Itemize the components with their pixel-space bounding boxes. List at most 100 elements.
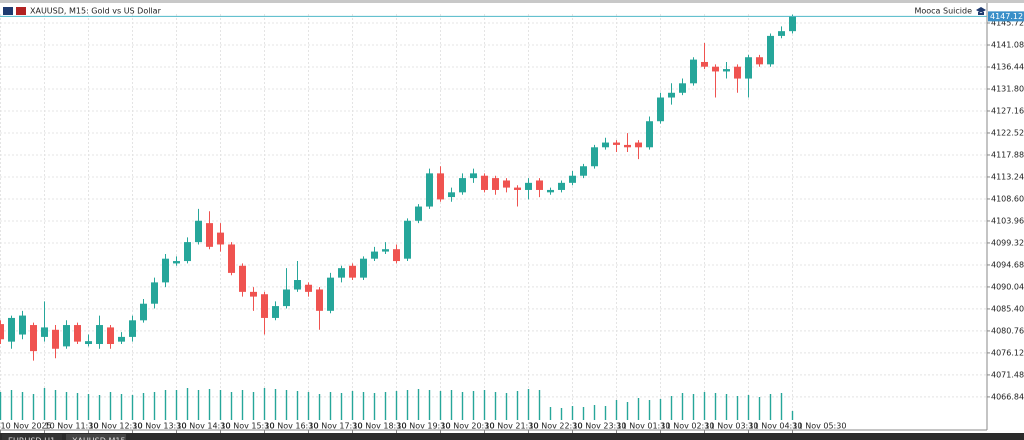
candle-body [239,265,246,292]
candle-body [96,325,103,345]
candle-body [415,206,422,221]
candle-body [668,92,675,98]
candle-body [393,249,400,262]
candle-body [272,306,279,318]
candle-body [712,66,719,72]
y-tick-label: 4066.84 [991,392,1024,401]
candle-body [173,261,180,264]
expert-name: Mooca Suicide [914,7,972,16]
candle-body [107,327,114,345]
x-tick-label: 10 Nov 23:30 [573,422,627,431]
x-tick-label: 10 Nov 14:30 [177,422,231,431]
chart-icon [3,7,13,15]
candle-body [217,232,224,245]
candle-body [382,249,389,252]
candle-body [613,142,620,145]
candle-body [459,178,466,193]
candle-body [316,289,323,311]
candle-body [52,329,59,349]
x-tick-label: 11 Nov 01:30 [617,422,671,431]
candle-body [646,121,653,148]
tab-bar [0,433,1024,440]
candle-body [525,182,532,190]
candle-body [767,35,774,65]
x-tick-label: 10 Nov 20:30 [441,422,495,431]
tab-label: XAUUSD,M15 [72,437,126,440]
candle-body [602,142,609,148]
y-tick-label: 4141.08 [991,41,1024,50]
tab-label: EURUSD,H1 [8,437,55,440]
x-tick-label: 10 Nov 2025 [1,422,52,431]
candle-body [41,327,48,337]
y-tick-label: 4103.96 [991,216,1024,225]
candle-body [569,175,576,183]
x-tick-label: 10 Nov 12:30 [89,422,143,431]
x-tick-label: 11 Nov 03:30 [705,422,759,431]
top-strip [0,0,1024,3]
candle-body [30,325,37,352]
candle-body [327,277,334,311]
candle-body [162,258,169,283]
candle-body [481,175,488,190]
y-tick-label: 4094.68 [991,260,1024,269]
candle-body [74,325,81,342]
candle-body [690,59,697,84]
candle-body [250,291,257,297]
candle-body [448,192,455,198]
candle-body [503,180,510,188]
x-tick-label: 10 Nov 16:30 [265,422,319,431]
y-tick-label: 4085.40 [991,304,1024,313]
x-tick-label: 11 Nov 04:30 [749,422,803,431]
x-tick-label: 10 Nov 19:30 [397,422,451,431]
candle-body [756,57,763,65]
candle-body [723,69,730,72]
candle-body [338,268,345,278]
candle-body [426,173,433,207]
x-tick-label: 11 Nov 02:30 [661,422,715,431]
x-tick-label: 10 Nov 17:30 [309,422,363,431]
y-tick-label: 4071.48 [991,370,1024,379]
x-tick-label: 10 Nov 15:30 [221,422,275,431]
y-tick-label: 4122.52 [991,128,1024,137]
candle-body [19,315,26,335]
candle-body [492,178,499,190]
candle-body [635,142,642,148]
candle-body [349,265,356,278]
x-tick-label: 10 Nov 13:30 [133,422,187,431]
y-tick-label: 4113.24 [991,172,1024,181]
y-tick-label: 4136.44 [991,62,1024,71]
y-tick-label: 4131.80 [991,84,1024,93]
candle-body [657,97,664,122]
candle-body [360,258,367,278]
candle-body [63,325,70,347]
candle-body [283,289,290,307]
candle-body [470,173,477,179]
x-tick-label: 10 Nov 11:30 [45,422,99,431]
candle-body [294,280,301,290]
symbol-icon [16,7,26,15]
candle-body [789,16,796,32]
candle-body [151,282,158,304]
candle-body [745,57,752,79]
candle-body [591,147,598,167]
chart-title: XAUUSD, M15: Gold vs US Dollar [30,7,162,16]
candle-body [734,66,741,79]
y-tick-label: 4076.12 [991,348,1024,357]
candle-body [547,189,554,193]
candle-body [140,303,147,321]
candle-body [580,166,587,176]
y-tick-label: 4099.32 [991,238,1024,247]
candle-body [404,220,411,259]
y-tick-label: 4145.72 [991,19,1024,28]
candle-body [558,182,565,190]
y-tick-label: 4108.60 [991,194,1024,203]
candle-body [514,187,521,190]
candle-body [0,324,4,340]
candle-body [228,244,235,273]
candle-body [206,223,213,247]
candle-body [778,31,785,36]
candle-body [184,242,191,262]
